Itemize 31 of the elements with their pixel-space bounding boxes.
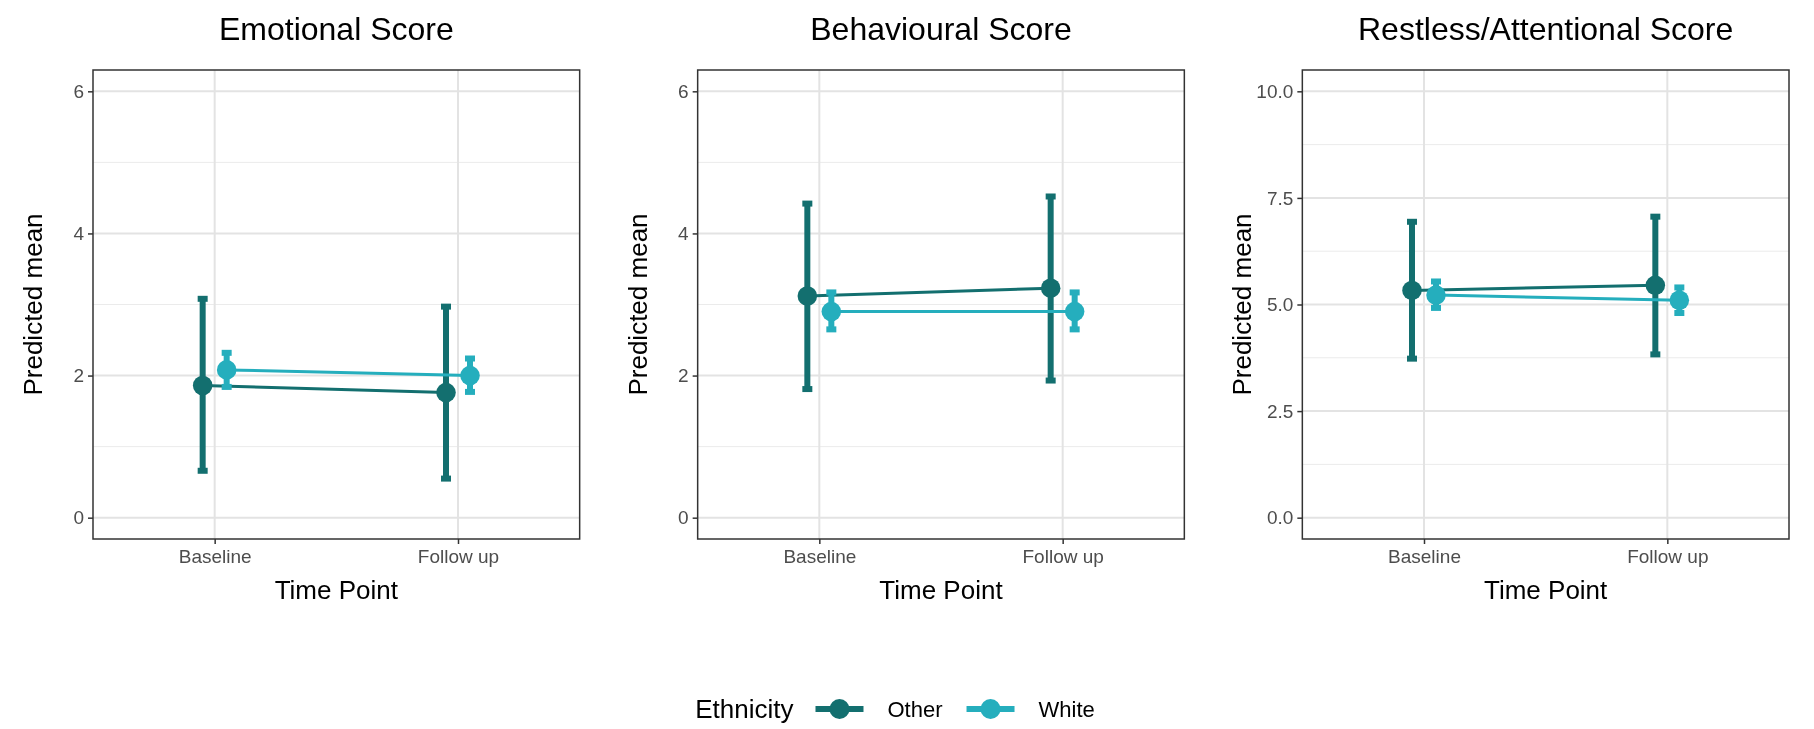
legend-label: White <box>1038 697 1095 722</box>
y-tick-label: 6 <box>73 80 84 102</box>
y-tick-label: 0 <box>73 507 84 529</box>
y-tick-label: 10.0 <box>1256 80 1294 102</box>
y-tick-label: 2 <box>73 365 84 387</box>
x-tick-label: Follow up <box>1022 546 1104 568</box>
y-tick-label: 4 <box>678 223 690 245</box>
y-axis-title: Predicted mean <box>18 213 48 396</box>
x-axis-title: Time Point <box>879 575 1004 605</box>
legend-title: Ethnicity <box>695 694 794 724</box>
y-tick-label: 2.5 <box>1266 400 1294 422</box>
x-tick-label: Baseline <box>783 546 857 568</box>
y-tick-label: 0.0 <box>1266 507 1294 529</box>
x-axis-title: Time Point <box>1484 575 1609 605</box>
y-axis-title: Predicted mean <box>622 213 653 396</box>
y-tick-label: 4 <box>73 223 85 245</box>
x-tick-label: Baseline <box>178 546 252 568</box>
y-tick-label: 2 <box>678 365 689 387</box>
y-axis-title: Predicted mean <box>1227 213 1258 396</box>
legend-label: Other <box>887 697 943 722</box>
x-tick-label: Follow up <box>1627 546 1709 568</box>
chart-title: Emotional Score <box>218 11 454 47</box>
chart-title: Restless/Attentional Score <box>1358 11 1734 47</box>
x-tick-label: Baseline <box>1388 546 1461 568</box>
y-tick-label: 6 <box>678 80 689 102</box>
y-tick-label: 7.5 <box>1266 187 1294 209</box>
y-tick-label: 0 <box>678 507 689 529</box>
x-axis-title: Time Point <box>274 575 399 605</box>
x-tick-label: Follow up <box>417 546 500 568</box>
chart-title: Behavioural Score <box>810 11 1072 47</box>
y-tick-label: 5.0 <box>1266 294 1294 316</box>
